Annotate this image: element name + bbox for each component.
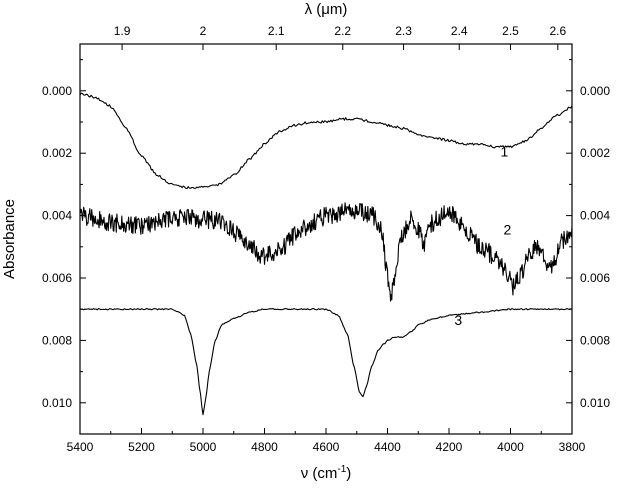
x2-axis-title: λ (μm)	[305, 1, 348, 18]
x2-tick-label: 2.6	[549, 24, 566, 38]
series-line-1	[79, 92, 573, 190]
y-tick-label-left: 0.008	[42, 333, 72, 347]
y-tick-label-right: 0.010	[580, 396, 610, 410]
x-axis-title: ν (cm-1)	[301, 464, 352, 482]
x-tick-label: 3800	[559, 440, 586, 454]
y-tick-label-left: 0.006	[42, 271, 72, 285]
x-tick-label: 4000	[497, 440, 524, 454]
x2-tick-label: 2	[200, 24, 207, 38]
y-tick-label-left: 0.002	[42, 146, 72, 160]
curve-label-3: 3	[454, 312, 462, 328]
x-tick-label: 5000	[190, 440, 217, 454]
curve-label-1: 1	[500, 143, 508, 159]
x-tick-label: 4800	[251, 440, 278, 454]
x2-tick-label: 2.5	[502, 24, 519, 38]
y-axis-title: Absorbance	[1, 199, 18, 279]
x2-tick-label: 2.1	[268, 24, 285, 38]
plot-area: 5400 5200 5000 4800 4600 4400 4200 4000 3800 1.9 2…	[1, 1, 610, 482]
curve-label-2: 2	[504, 221, 512, 237]
y-tick-label-left: 0.000	[42, 84, 72, 98]
plot-frame	[79, 43, 573, 435]
y-tick-label-right: 0.008	[580, 333, 610, 347]
series-line-2	[79, 202, 573, 302]
x-tick-label: 4200	[436, 440, 463, 454]
y-tick-label-left: 0.010	[42, 396, 72, 410]
x2-tick-label: 2.2	[334, 24, 351, 38]
y-tick-label-left: 0.004	[42, 209, 72, 223]
series-line-3	[79, 308, 573, 416]
y-tick-label-right: 0.000	[580, 84, 610, 98]
x-tick-label: 5400	[67, 440, 94, 454]
x2-tick-label: 2.4	[451, 24, 468, 38]
y-tick-label-right: 0.004	[580, 209, 610, 223]
x-tick-label: 4400	[374, 440, 401, 454]
y-tick-label-right: 0.002	[580, 146, 610, 160]
x-tick-label: 5200	[128, 440, 155, 454]
x2-tick-label: 1.9	[114, 24, 131, 38]
y-tick-label-right: 0.006	[580, 271, 610, 285]
x2-tick-label: 2.3	[395, 24, 412, 38]
x-tick-label: 4600	[313, 440, 340, 454]
